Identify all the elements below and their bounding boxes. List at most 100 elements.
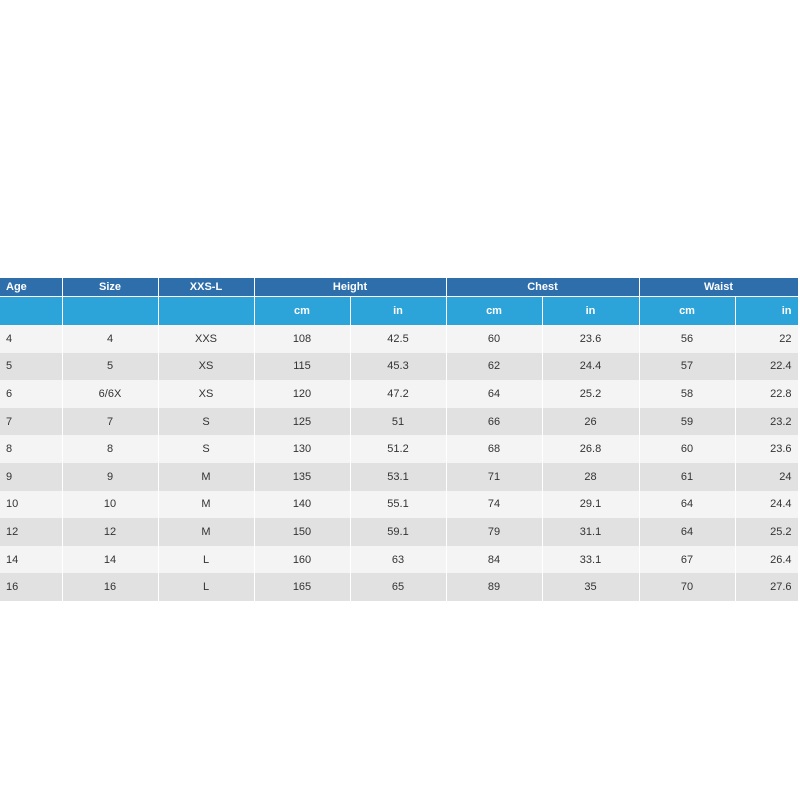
table-cell: 59.1 bbox=[350, 518, 447, 546]
table-cell: 130 bbox=[254, 435, 351, 463]
table-cell: 6/6X bbox=[62, 380, 159, 408]
table-cell: 120 bbox=[254, 380, 351, 408]
table-cell: 28 bbox=[542, 462, 640, 491]
table-cell: L bbox=[158, 545, 255, 574]
table-cell: 42.5 bbox=[350, 325, 447, 353]
table-cell: 61 bbox=[639, 462, 736, 491]
table-cell: 70 bbox=[639, 573, 736, 601]
table-body: 4 4 XXS 108 42.5 60 23.6 56 22 5 5 XS 115 45.3 62 24.4 5… bbox=[0, 325, 799, 601]
table-cell: 65 bbox=[350, 573, 447, 601]
table-cell: 4 bbox=[0, 325, 63, 353]
table-row: 16 16 L 165 65 89 35 70 27.6 bbox=[0, 573, 799, 601]
table-cell: 60 bbox=[446, 325, 543, 353]
table-cell: 23.6 bbox=[542, 325, 640, 353]
table-cell: 24 bbox=[735, 462, 799, 491]
empty-header-cell bbox=[158, 296, 255, 325]
table-cell: 26.8 bbox=[542, 435, 640, 463]
table-cell: 12 bbox=[62, 518, 159, 546]
table-row: 5 5 XS 115 45.3 62 24.4 57 22.4 bbox=[0, 352, 799, 381]
table-cell: 16 bbox=[62, 573, 159, 601]
table-cell: 135 bbox=[254, 462, 351, 491]
table-cell: 7 bbox=[62, 407, 159, 436]
table-cell: 16 bbox=[0, 573, 63, 601]
table-cell: 66 bbox=[446, 407, 543, 436]
table-row: 8 8 S 130 51.2 68 26.8 60 23.6 bbox=[0, 435, 799, 463]
table-cell: 53.1 bbox=[350, 462, 447, 491]
table-cell: 84 bbox=[446, 545, 543, 574]
unit-cell: in bbox=[542, 296, 640, 325]
table-cell: M bbox=[158, 518, 255, 546]
unit-cell: in bbox=[350, 296, 447, 325]
table-cell: 7 bbox=[0, 407, 63, 436]
table-cell: 45.3 bbox=[350, 352, 447, 381]
table-cell: S bbox=[158, 407, 255, 436]
table-cell: 23.2 bbox=[735, 407, 799, 436]
table-cell: 115 bbox=[254, 352, 351, 381]
table-cell: 26 bbox=[542, 407, 640, 436]
table-cell: 35 bbox=[542, 573, 640, 601]
table-cell: 10 bbox=[62, 490, 159, 519]
table-cell: XS bbox=[158, 352, 255, 381]
header-cell: XXS-L bbox=[158, 278, 255, 297]
table-cell: 165 bbox=[254, 573, 351, 601]
table-cell: 5 bbox=[0, 352, 63, 381]
table-cell: 14 bbox=[62, 545, 159, 574]
table-cell: 140 bbox=[254, 490, 351, 519]
table-cell: 64 bbox=[639, 490, 736, 519]
table-cell: 22.4 bbox=[735, 352, 799, 381]
table-cell: 74 bbox=[446, 490, 543, 519]
table-cell: 47.2 bbox=[350, 380, 447, 408]
table-cell: 24.4 bbox=[735, 490, 799, 519]
table-row: 7 7 S 125 51 66 26 59 23.2 bbox=[0, 407, 799, 436]
table-cell: 31.1 bbox=[542, 518, 640, 546]
table-cell: 51 bbox=[350, 407, 447, 436]
table-cell: XXS bbox=[158, 325, 255, 353]
table-cell: 150 bbox=[254, 518, 351, 546]
table-cell: 64 bbox=[639, 518, 736, 546]
table-cell: 25.2 bbox=[735, 518, 799, 546]
table-cell: 62 bbox=[446, 352, 543, 381]
size-chart-table: Age Size XXS-L Height Chest Waist cm in … bbox=[0, 278, 799, 601]
table-cell: M bbox=[158, 462, 255, 491]
table-cell: 10 bbox=[0, 490, 63, 519]
table-cell: 6 bbox=[0, 380, 63, 408]
table-cell: 58 bbox=[639, 380, 736, 408]
table-cell: 12 bbox=[0, 518, 63, 546]
table-row: 6 6/6X XS 120 47.2 64 25.2 58 22.8 bbox=[0, 380, 799, 408]
table-cell: 55.1 bbox=[350, 490, 447, 519]
unit-header-row: cm in cm in cm in bbox=[0, 296, 799, 325]
table-cell: 26.4 bbox=[735, 545, 799, 574]
table-cell: 14 bbox=[0, 545, 63, 574]
table-cell: 4 bbox=[62, 325, 159, 353]
empty-header-cell bbox=[0, 296, 63, 325]
table-cell: L bbox=[158, 573, 255, 601]
empty-header-cell bbox=[62, 296, 159, 325]
unit-cell: cm bbox=[254, 296, 351, 325]
table-cell: 64 bbox=[446, 380, 543, 408]
unit-cell: in bbox=[735, 296, 799, 325]
group-header-row: Age Size XXS-L Height Chest Waist bbox=[0, 278, 799, 297]
table-cell: 8 bbox=[62, 435, 159, 463]
table-cell: 27.6 bbox=[735, 573, 799, 601]
table-cell: 25.2 bbox=[542, 380, 640, 408]
table-cell: 79 bbox=[446, 518, 543, 546]
table-cell: 60 bbox=[639, 435, 736, 463]
table-cell: M bbox=[158, 490, 255, 519]
table-row: 9 9 M 135 53.1 71 28 61 24 bbox=[0, 462, 799, 491]
table-row: 10 10 M 140 55.1 74 29.1 64 24.4 bbox=[0, 490, 799, 519]
header-cell: Size bbox=[62, 278, 159, 297]
table-cell: 56 bbox=[639, 325, 736, 353]
unit-cell: cm bbox=[446, 296, 543, 325]
table-cell: 22 bbox=[735, 325, 799, 353]
table-cell: 5 bbox=[62, 352, 159, 381]
table-cell: 22.8 bbox=[735, 380, 799, 408]
table-cell: 29.1 bbox=[542, 490, 640, 519]
header-cell: Height bbox=[254, 278, 447, 297]
table-cell: 67 bbox=[639, 545, 736, 574]
table-cell: 33.1 bbox=[542, 545, 640, 574]
unit-cell: cm bbox=[639, 296, 736, 325]
table-cell: 57 bbox=[639, 352, 736, 381]
table-row: 12 12 M 150 59.1 79 31.1 64 25.2 bbox=[0, 518, 799, 546]
header-cell: Age bbox=[0, 278, 63, 297]
